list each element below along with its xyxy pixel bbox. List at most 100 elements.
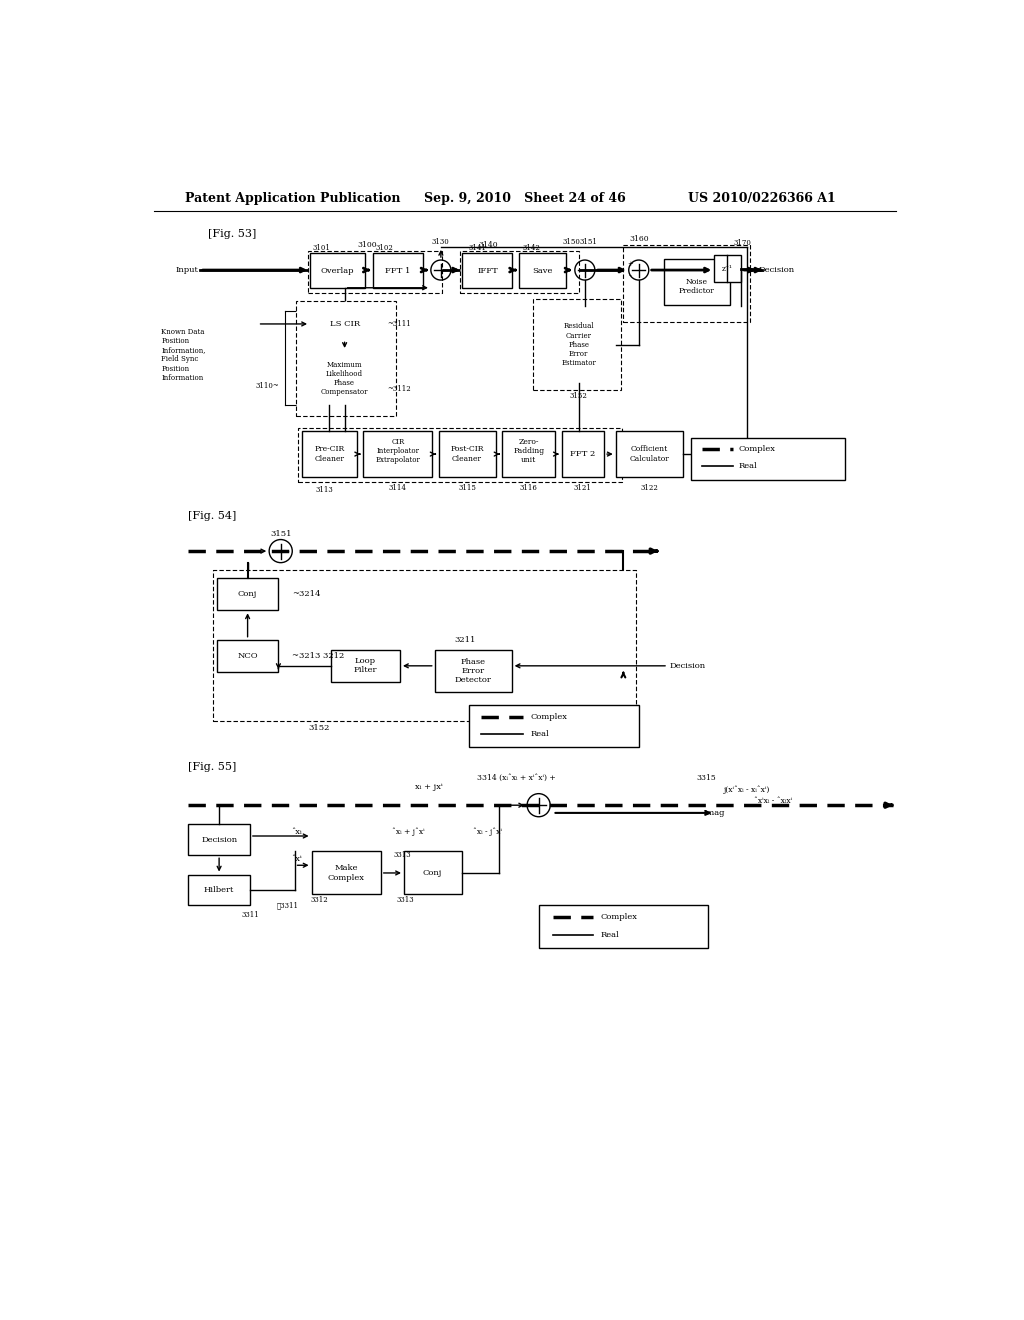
Bar <box>307 251 442 293</box>
Text: Complex: Complex <box>531 713 568 721</box>
Text: 3115: 3115 <box>458 484 476 492</box>
Text: Sep. 9, 2010   Sheet 24 of 46: Sep. 9, 2010 Sheet 24 of 46 <box>424 191 626 205</box>
Bar <box>562 430 604 478</box>
Text: Noise: Noise <box>685 277 708 285</box>
Bar <box>217 578 279 610</box>
Text: 3141: 3141 <box>468 244 486 252</box>
Text: Real: Real <box>739 462 758 470</box>
Text: ˆxᵢ + jˆxⁱ: ˆxᵢ + jˆxⁱ <box>392 828 425 837</box>
Text: ˆxᵢ: ˆxᵢ <box>291 828 301 836</box>
Bar <box>714 255 741 281</box>
Text: 3211: 3211 <box>455 636 476 644</box>
Text: ~3214: ~3214 <box>292 590 321 598</box>
Bar <box>435 649 512 692</box>
Bar <box>665 259 730 305</box>
Text: 3150: 3150 <box>562 238 580 246</box>
Bar <box>310 309 379 339</box>
Bar <box>438 430 497 478</box>
Text: Zero-
Padding
unit: Zero- Padding unit <box>513 438 544 465</box>
Text: ˆxⁱ: ˆxⁱ <box>291 855 301 863</box>
Text: 3101: 3101 <box>312 244 331 252</box>
Text: NCO: NCO <box>238 652 258 660</box>
Bar <box>301 430 357 478</box>
Text: 3140: 3140 <box>479 240 499 248</box>
Bar <box>310 351 379 405</box>
Text: 3113: 3113 <box>315 486 333 494</box>
Text: ˆxⁱxᵢ - ˆxᵢxⁱ: ˆxⁱxᵢ - ˆxᵢxⁱ <box>755 797 793 805</box>
Text: Input: Input <box>175 267 199 275</box>
Bar <box>298 428 622 482</box>
Text: 3170: 3170 <box>734 239 752 247</box>
Text: 3160: 3160 <box>629 235 648 243</box>
Text: Make
Complex: Make Complex <box>328 865 365 882</box>
Text: Patent Application Publication: Patent Application Publication <box>184 191 400 205</box>
Bar <box>331 649 400 682</box>
Text: Imag: Imag <box>703 809 725 817</box>
Bar <box>615 430 683 478</box>
Text: Conj: Conj <box>423 869 442 876</box>
Bar <box>543 306 615 383</box>
Text: 3151: 3151 <box>270 531 292 539</box>
Text: +: + <box>628 260 633 268</box>
Text: Residual
Carrier
Phase
Error
Estimator: Residual Carrier Phase Error Estimator <box>561 322 596 367</box>
Text: 3122: 3122 <box>641 484 658 492</box>
Bar <box>296 301 396 416</box>
Text: Post-CIR
Cleaner: Post-CIR Cleaner <box>451 445 483 463</box>
Text: 3100: 3100 <box>357 240 377 248</box>
Bar <box>519 253 565 288</box>
Bar <box>310 253 366 288</box>
Text: ~3112: ~3112 <box>387 385 411 393</box>
Text: Decision: Decision <box>758 267 795 275</box>
Text: FFT 1: FFT 1 <box>385 267 411 275</box>
Text: IFFT: IFFT <box>477 267 499 275</box>
Bar <box>463 253 512 288</box>
Text: Pre-CIR
Cleaner: Pre-CIR Cleaner <box>314 445 344 463</box>
Text: Save: Save <box>532 267 553 275</box>
Text: z⁻¹: z⁻¹ <box>722 264 733 272</box>
Text: ~3213 3212: ~3213 3212 <box>292 652 344 660</box>
Text: Maximum
Likelihood
Phase
Compensator: Maximum Likelihood Phase Compensator <box>321 360 369 396</box>
Bar <box>691 438 845 480</box>
Text: Real: Real <box>600 931 620 939</box>
Text: 3110~: 3110~ <box>255 381 280 389</box>
Text: j(xⁱˆxᵢ - xᵢˆxⁱ): j(xⁱˆxᵢ - xᵢˆxⁱ) <box>724 785 770 795</box>
Text: 3314 (xᵢˆxᵢ + xⁱˆxⁱ) +: 3314 (xᵢˆxᵢ + xⁱˆxⁱ) + <box>477 775 556 783</box>
Text: ˆxᵢ - jˆxⁱ: ˆxᵢ - jˆxⁱ <box>473 828 502 837</box>
Text: Overlap: Overlap <box>321 267 354 275</box>
Bar <box>532 300 621 391</box>
Text: Known Data
Position
Information,
Field Sync
Position
Information: Known Data Position Information, Field S… <box>162 327 206 381</box>
Bar <box>539 906 708 948</box>
Text: 3311: 3311 <box>241 911 259 919</box>
Text: 3152: 3152 <box>308 725 330 733</box>
Text: 絶3311: 絶3311 <box>276 902 299 909</box>
Text: xᵢ + jxⁱ: xᵢ + jxⁱ <box>416 784 443 792</box>
Text: 3313: 3313 <box>394 851 412 859</box>
Text: FFT 2: FFT 2 <box>570 450 595 458</box>
Text: Real: Real <box>531 730 550 738</box>
Text: Decision: Decision <box>670 661 706 669</box>
Text: Hilbert: Hilbert <box>204 886 234 894</box>
Bar <box>503 430 555 478</box>
Text: 3130: 3130 <box>432 238 450 246</box>
Bar <box>217 640 279 672</box>
Text: [Fig. 55]: [Fig. 55] <box>188 762 237 772</box>
Text: 3312: 3312 <box>310 896 328 904</box>
Text: Complex: Complex <box>739 445 776 454</box>
Text: 3151: 3151 <box>580 238 598 246</box>
Bar <box>311 851 381 894</box>
Text: 3102: 3102 <box>376 244 393 252</box>
Text: Loop
Filter: Loop Filter <box>353 657 377 675</box>
Bar <box>188 825 250 855</box>
Text: 3114: 3114 <box>389 484 407 492</box>
Text: Phase
Error
Detector: Phase Error Detector <box>455 657 492 685</box>
Bar <box>188 875 250 906</box>
Bar <box>213 570 637 721</box>
Text: 3313: 3313 <box>396 896 415 904</box>
Text: Complex: Complex <box>600 913 637 921</box>
Text: [Fig. 53]: [Fig. 53] <box>208 228 256 239</box>
Text: ~3111: ~3111 <box>387 319 411 327</box>
Text: US 2010/0226366 A1: US 2010/0226366 A1 <box>688 191 836 205</box>
Text: Decision: Decision <box>201 836 238 843</box>
Text: Conj: Conj <box>238 590 257 598</box>
Bar <box>373 253 423 288</box>
